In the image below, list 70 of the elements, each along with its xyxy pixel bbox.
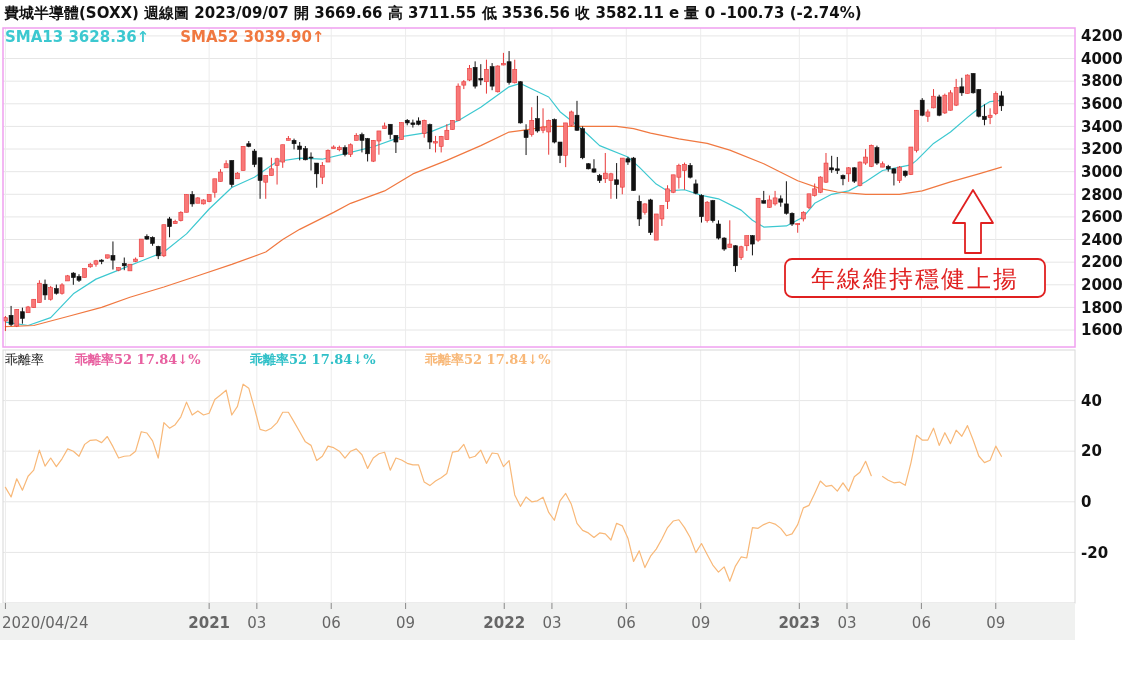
candlestick xyxy=(840,173,846,186)
text: SMA52 3039.90↑ xyxy=(180,28,325,46)
annotation: 乖離率52 17.84↓% xyxy=(249,352,377,367)
candlestick xyxy=(523,123,529,156)
candlestick xyxy=(874,145,880,166)
y-tick-label: 3600 xyxy=(1081,95,1123,114)
candlestick xyxy=(167,216,172,238)
x-tick-label: 09 xyxy=(396,614,416,632)
y-tick-label: 3800 xyxy=(1081,72,1123,91)
y-tick-label: 2000 xyxy=(1081,276,1123,295)
x-tick-label: 06 xyxy=(616,614,636,632)
candlestick xyxy=(8,305,14,327)
candlestick xyxy=(427,123,433,150)
candlestick xyxy=(614,162,619,200)
candlestick xyxy=(291,138,297,150)
y-tick-label: 0 xyxy=(1081,493,1092,512)
candlestick xyxy=(314,162,319,189)
candlestick xyxy=(993,90,999,116)
candlestick xyxy=(750,234,755,256)
candlestick xyxy=(733,244,738,273)
candlestick xyxy=(393,134,399,154)
candlestick xyxy=(110,240,116,271)
y-tick-label: 4000 xyxy=(1081,49,1123,68)
y-tick-label: 1800 xyxy=(1081,298,1123,317)
x-tick-label: 2020/04/24 xyxy=(2,614,89,632)
x-tick-label: 2021 xyxy=(188,614,231,632)
candlestick xyxy=(931,88,936,109)
candlestick xyxy=(506,50,512,86)
text: SMA13 3628.36↑ xyxy=(5,28,150,46)
x-tick-label: 06 xyxy=(911,614,931,632)
y-tick-label: 1600 xyxy=(1081,321,1123,340)
x-tick-label: 2022 xyxy=(483,614,526,632)
y-tick-label: 3200 xyxy=(1081,140,1123,159)
candlestick xyxy=(42,279,48,301)
y-tick-label: 2600 xyxy=(1081,208,1123,227)
y-tick-label: 3400 xyxy=(1081,117,1123,136)
x-tick-label: 2023 xyxy=(778,614,821,632)
y-tick-label: 2400 xyxy=(1081,230,1123,249)
candlestick xyxy=(704,200,710,224)
y-tick-label: 40 xyxy=(1081,391,1102,410)
x-tick-label: 03 xyxy=(542,614,562,632)
annotation: 乖離率52 17.84↓% xyxy=(74,352,202,367)
candlestick xyxy=(489,62,495,91)
text: 乖離率52 17.84↓% xyxy=(424,352,552,367)
y-tick-label: 20 xyxy=(1081,442,1102,461)
x-tick-label: 09 xyxy=(691,614,711,632)
candlestick xyxy=(529,106,535,138)
candlestick xyxy=(925,108,931,123)
candlestick xyxy=(999,90,1004,112)
x-tick-label: 03 xyxy=(247,614,267,632)
candlestick xyxy=(636,194,642,227)
chart-title: 乖離率 xyxy=(5,352,44,367)
y-tick-label: 4200 xyxy=(1081,27,1123,46)
candlestick xyxy=(959,77,965,97)
y-tick-label: 2800 xyxy=(1081,185,1123,204)
candlestick xyxy=(727,219,733,248)
x-tick-label: 03 xyxy=(837,614,857,632)
candlestick xyxy=(987,107,993,125)
y-tick-label: 3000 xyxy=(1081,162,1123,181)
candlestick xyxy=(965,73,970,95)
x-tick-label: 06 xyxy=(321,614,341,632)
candlestick xyxy=(699,193,704,224)
x-tick-label: 09 xyxy=(986,614,1006,632)
annotation: 年線維持穩健上揚 xyxy=(811,264,1019,293)
candlestick xyxy=(484,59,489,95)
y-tick-label: 2200 xyxy=(1081,253,1123,272)
candlestick xyxy=(320,161,325,185)
chart-title: 費城半導體(SOXX) 週線圖 2023/09/07 開 3669.66 高 3711.55 低 3536.56 收 3582.11 e 量 0 -100.73 (-2.74%) xyxy=(3,4,862,22)
y-tick-label: -20 xyxy=(1081,543,1109,562)
candlestick xyxy=(535,95,540,134)
